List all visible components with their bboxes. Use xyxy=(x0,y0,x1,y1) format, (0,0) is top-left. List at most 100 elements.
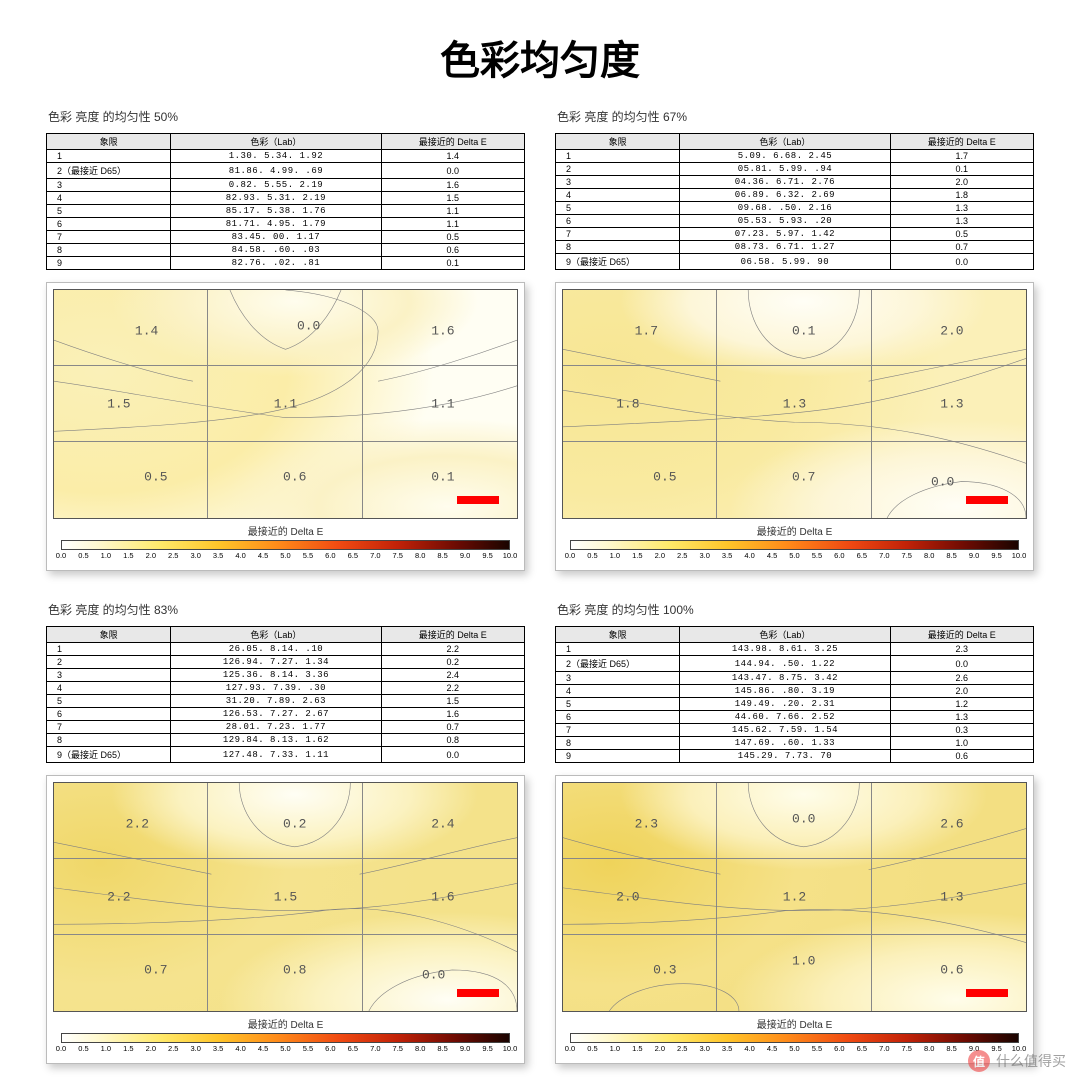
colorbar-tick: 4.5 xyxy=(767,1044,777,1053)
colorbar-tick: 7.5 xyxy=(393,551,403,560)
table-row: 2126.94. 7.27. 1.340.2 xyxy=(47,656,525,669)
table-row: 808.73. 6.71. 1.270.7 xyxy=(556,241,1034,254)
heat-value-label: 0.8 xyxy=(283,962,306,977)
colorbar-tick: 8.5 xyxy=(946,551,956,560)
table-row: 3143.47. 8.75. 3.422.6 xyxy=(556,672,1034,685)
colorbar-tick: 9.5 xyxy=(482,1044,492,1053)
colorbar-tick: 2.0 xyxy=(655,1044,665,1053)
colorbar-tick: 5.5 xyxy=(812,1044,822,1053)
heat-value-label: 1.7 xyxy=(635,324,658,339)
chart-box: 1.70.12.01.81.31.30.50.70.0最接近的 Delta E0… xyxy=(555,282,1034,571)
heat-value-label: 1.2 xyxy=(783,890,806,905)
heat-value-label: 0.3 xyxy=(653,962,676,977)
colorbar-tick: 3.0 xyxy=(190,1044,200,1053)
table-row: 4145.86. .80. 3.192.0 xyxy=(556,685,1034,698)
table-row: 982.76. .02. .810.1 xyxy=(47,257,525,270)
panel-subtitle: 色彩 亮度 的均匀性 67% xyxy=(557,108,1034,125)
colorbar-tick: 9.5 xyxy=(482,551,492,560)
heat-value-label: 0.1 xyxy=(792,324,815,339)
colorbar-tick: 2.0 xyxy=(146,1044,156,1053)
th-quadrant: 象限 xyxy=(47,134,171,150)
heat-value-label: 2.0 xyxy=(940,324,963,339)
heat-value-label: 0.5 xyxy=(653,469,676,484)
colorbar-tick: 8.5 xyxy=(946,1044,956,1053)
table-row: 30.82. 5.55. 2.191.6 xyxy=(47,179,525,192)
colorbar-tick: 8.5 xyxy=(437,551,447,560)
table-row: 6126.53. 7.27. 2.671.6 xyxy=(47,708,525,721)
colorbar-tick: 4.5 xyxy=(258,551,268,560)
panel: 色彩 亮度 的均匀性 83% 象限 色彩（Lab） 最接近的 Delta E 1… xyxy=(46,595,525,1064)
panel: 色彩 亮度 的均匀性 100% 象限 色彩（Lab） 最接近的 Delta E … xyxy=(555,595,1034,1064)
th-deltae: 最接近的 Delta E xyxy=(890,134,1033,150)
heat-value-label: 1.8 xyxy=(616,397,639,412)
red-marker xyxy=(966,989,1008,997)
colorbar-tick: 1.0 xyxy=(101,551,111,560)
table-row: 126.05. 8.14. .102.2 xyxy=(47,643,525,656)
colorbar-tick: 8.0 xyxy=(415,1044,425,1053)
heat-value-label: 2.3 xyxy=(635,817,658,832)
colorbar-tick: 8.0 xyxy=(924,1044,934,1053)
th-deltae: 最接近的 Delta E xyxy=(381,627,524,643)
colorbar-tick: 7.0 xyxy=(879,551,889,560)
th-deltae: 最接近的 Delta E xyxy=(381,134,524,150)
table-row: 7145.62. 7.59. 1.540.3 xyxy=(556,724,1034,737)
colorbar-tick: 5.5 xyxy=(812,551,822,560)
colorbar-tick: 2.5 xyxy=(168,1044,178,1053)
heat-value-label: 1.1 xyxy=(274,397,297,412)
colorbar-tick: 2.0 xyxy=(146,551,156,560)
heat-value-label: 1.6 xyxy=(431,890,454,905)
colorbar-tick: 5.0 xyxy=(280,1044,290,1053)
heat-value-label: 0.6 xyxy=(283,469,306,484)
colorbar-tick: 5.0 xyxy=(789,551,799,560)
heat-value-label: 0.0 xyxy=(931,474,954,489)
heat-value-label: 2.6 xyxy=(940,817,963,832)
colorbar-tick: 9.5 xyxy=(991,551,1001,560)
colorbar-tick: 9.0 xyxy=(460,1044,470,1053)
legend-title: 最接近的 Delta E xyxy=(562,523,1027,538)
heat-value-label: 0.0 xyxy=(422,967,445,982)
heat-value-label: 0.0 xyxy=(297,319,320,334)
colorbar-tick: 6.5 xyxy=(857,551,867,560)
table-row: 8129.84. 8.13. 1.620.8 xyxy=(47,734,525,747)
panel-subtitle: 色彩 亮度 的均匀性 50% xyxy=(48,108,525,125)
colorbar-tick: 3.5 xyxy=(213,551,223,560)
colorbar-tick: 7.0 xyxy=(879,1044,889,1053)
colorbar-tick: 0.5 xyxy=(587,1044,597,1053)
heat-value-label: 1.5 xyxy=(274,890,297,905)
uniformity-heatmap: 2.20.22.42.21.51.60.70.80.0 xyxy=(53,782,518,1012)
colorbar-tick: 6.5 xyxy=(348,1044,358,1053)
table-row: 728.01. 7.23. 1.770.7 xyxy=(47,721,525,734)
table-row: 2（最接近 D65）144.94. .50. 1.220.0 xyxy=(556,656,1034,672)
table-row: 482.93. 5.31. 2.191.5 xyxy=(47,192,525,205)
table-row: 681.71. 4.95. 1.791.1 xyxy=(47,218,525,231)
heat-value-label: 1.5 xyxy=(107,397,130,412)
heat-value-label: 1.3 xyxy=(783,397,806,412)
table-row: 3125.36. 8.14. 3.362.4 xyxy=(47,669,525,682)
table-row: 707.23. 5.97. 1.420.5 xyxy=(556,228,1034,241)
heat-value-label: 1.0 xyxy=(792,953,815,968)
heat-value-label: 1.3 xyxy=(940,397,963,412)
data-table: 象限 色彩（Lab） 最接近的 Delta E 15.09. 6.68. 2.4… xyxy=(555,133,1034,270)
table-row: 9（最接近 D65）06.58. 5.99. 900.0 xyxy=(556,254,1034,270)
watermark-logo-icon: 值 xyxy=(968,1050,990,1072)
table-row: 5149.49. .20. 2.311.2 xyxy=(556,698,1034,711)
th-lab: 色彩（Lab） xyxy=(171,627,381,643)
chart-box: 2.20.22.42.21.51.60.70.80.0最接近的 Delta E0… xyxy=(46,775,525,1064)
heat-value-label: 0.7 xyxy=(144,962,167,977)
th-lab: 色彩（Lab） xyxy=(680,134,890,150)
colorbar-tick: 6.5 xyxy=(857,1044,867,1053)
panel: 色彩 亮度 的均匀性 67% 象限 色彩（Lab） 最接近的 Delta E 1… xyxy=(555,102,1034,571)
colorbar-tick: 7.0 xyxy=(370,1044,380,1053)
th-quadrant: 象限 xyxy=(556,134,680,150)
colorbar-tick: 3.0 xyxy=(190,551,200,560)
table-row: 4127.93. 7.39. .302.2 xyxy=(47,682,525,695)
table-row: 2（最接近 D65）81.86. 4.99. .690.0 xyxy=(47,163,525,179)
colorbar-tick: 1.5 xyxy=(123,1044,133,1053)
colorbar-tick: 7.5 xyxy=(902,551,912,560)
table-row: 531.20. 7.89. 2.631.5 xyxy=(47,695,525,708)
table-row: 644.60. 7.66. 2.521.3 xyxy=(556,711,1034,724)
panel: 色彩 亮度 的均匀性 50% 象限 色彩（Lab） 最接近的 Delta E 1… xyxy=(46,102,525,571)
colorbar-tick: 0.0 xyxy=(56,551,66,560)
heat-value-label: 0.2 xyxy=(283,817,306,832)
colorbar-tick: 7.0 xyxy=(370,551,380,560)
